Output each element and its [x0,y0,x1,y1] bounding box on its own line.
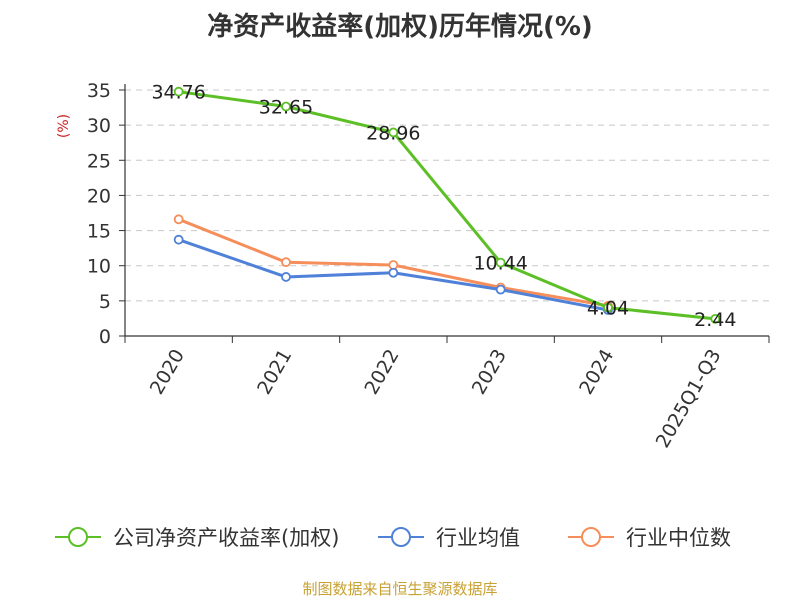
x-tick-label: 2023 [468,345,511,398]
data-label: 2.44 [694,309,736,331]
y-tick-label: 20 [87,185,111,207]
legend-label[interactable]: 行业中位数 [626,526,731,550]
data-point[interactable] [388,267,399,278]
x-tick-label: 2021 [253,346,296,399]
source-note: 制图数据来自恒生聚源数据库 [302,580,497,598]
data-label: 28.96 [366,122,420,144]
y-tick-label: 30 [87,115,111,137]
data-point[interactable] [603,302,613,313]
legend-swatch-marker[interactable] [391,527,411,547]
y-axis-label: (%) [56,114,72,138]
y-tick-label: 35 [87,80,111,102]
data-point[interactable] [281,257,291,268]
data-point[interactable] [173,234,184,245]
x-tick-label: 2025Q1-Q3 [652,346,726,452]
data-point[interactable] [173,214,184,225]
data-point[interactable] [495,284,506,295]
data-label: 32.65 [259,97,313,119]
x-tick-label: 2020 [146,346,189,399]
data-label: 4.04 [587,298,629,320]
y-tick-label: 0 [99,326,111,348]
data-point[interactable] [388,127,399,138]
data-point[interactable] [495,257,506,268]
chart-title: 净资产收益率(加权)历年情况(%) [207,12,593,42]
legend-swatch-marker[interactable] [68,527,88,547]
data-point[interactable] [710,313,721,324]
y-tick-label: 5 [99,291,111,313]
legend-label[interactable]: 行业均值 [436,526,520,550]
y-tick-label: 15 [87,221,111,243]
x-tick-label: 2024 [575,346,618,399]
data-label: 34.76 [151,82,205,104]
data-point[interactable] [173,86,184,97]
y-tick-label: 10 [87,256,111,278]
legend-label[interactable]: 公司净资产收益率(加权) [113,526,339,550]
legend-swatch-marker[interactable] [581,527,601,547]
series-line [178,90,716,321]
y-tick-label: 25 [87,150,111,172]
data-point[interactable] [388,260,399,270]
data-point[interactable] [281,272,291,282]
x-tick-label: 2022 [360,346,403,399]
data-point[interactable] [281,101,291,112]
data-label: 10.44 [473,253,527,275]
